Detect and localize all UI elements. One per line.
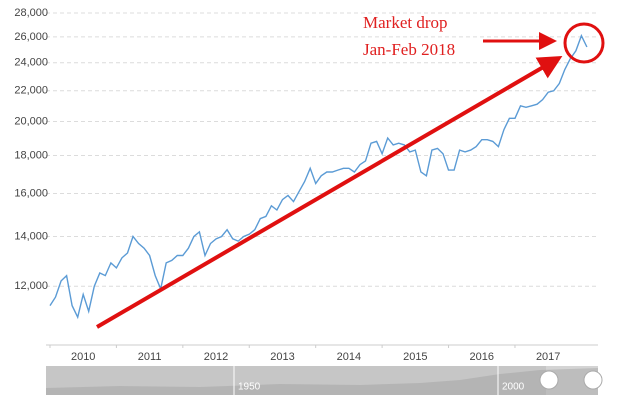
- y-tick-label: 18,000: [14, 149, 48, 161]
- y-tick-label: 22,000: [14, 85, 48, 97]
- y-tick-label: 16,000: [14, 187, 48, 199]
- trend-arrow: [95, 55, 563, 329]
- navigator: 1950 2000: [46, 366, 603, 395]
- y-tick-label: 12,000: [14, 280, 48, 292]
- plot-area: 12,000 14,000 16,000 18,000 20,000 22,000 24,0…: [14, 7, 598, 363]
- y-tick-label: 28,000: [14, 7, 48, 19]
- x-tick-label: 2013: [270, 351, 294, 363]
- line-series: [49, 33, 588, 320]
- y-tick-label: 20,000: [14, 115, 48, 127]
- x-tick-label: 2012: [204, 351, 228, 363]
- navigator-mask: [46, 366, 546, 395]
- x-tick-label: 2015: [403, 351, 427, 363]
- highlight-circle: [563, 22, 605, 64]
- navigator-handle[interactable]: [583, 370, 603, 390]
- y-tick-label: 24,000: [14, 57, 48, 69]
- x-tick-label: 2011: [138, 351, 162, 363]
- navigator-label: 1950: [238, 382, 261, 393]
- x-tick-label: 2014: [337, 351, 361, 363]
- y-tick-label: 14,000: [14, 230, 48, 242]
- navigator-area: [46, 368, 598, 395]
- annotation-text: Market drop: [363, 13, 448, 32]
- x-tick-label: 2010: [71, 351, 95, 363]
- annotation-text: Jan-Feb 2018: [363, 40, 455, 59]
- x-tick-label: 2016: [470, 351, 494, 363]
- x-tick-label: 2017: [536, 351, 560, 363]
- navigator-label: 2000: [502, 382, 525, 393]
- navigator-handle[interactable]: [539, 370, 559, 390]
- annotation: Market drop Jan-Feb 2018: [95, 13, 605, 329]
- y-tick-label: 26,000: [14, 31, 48, 43]
